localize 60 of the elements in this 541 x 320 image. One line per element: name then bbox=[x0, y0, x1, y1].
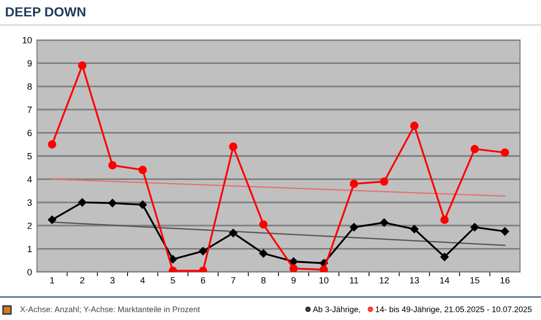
point bbox=[289, 257, 298, 266]
point bbox=[78, 198, 86, 207]
point bbox=[350, 180, 358, 188]
y-tick-label: 5 bbox=[27, 153, 32, 160]
point bbox=[168, 255, 177, 264]
point bbox=[410, 122, 419, 130]
x-tick-label: 8 bbox=[261, 277, 266, 284]
point bbox=[320, 266, 328, 272]
point bbox=[470, 223, 479, 232]
y-tick-label: 8 bbox=[28, 83, 32, 90]
point bbox=[259, 249, 268, 258]
text: X-Achse: Anzahl; Y-Achse: Marktanteile in Prozent bbox=[20, 306, 200, 314]
point bbox=[470, 144, 479, 154]
y-tick-label: 2 bbox=[28, 222, 32, 229]
point bbox=[350, 223, 358, 232]
point bbox=[78, 61, 86, 70]
chart-title: DEEP DOWN bbox=[6, 7, 86, 17]
point bbox=[410, 224, 418, 234]
y-tick-label: 0 bbox=[27, 268, 32, 276]
point bbox=[108, 198, 117, 208]
x-tick-label: 6 bbox=[200, 277, 206, 284]
x-tick-label: 3 bbox=[110, 277, 115, 284]
point bbox=[138, 200, 147, 209]
x-tick-label: 2 bbox=[80, 277, 84, 284]
x-tick-label: 5 bbox=[170, 277, 175, 284]
point bbox=[229, 142, 238, 151]
y-tick-label: 1 bbox=[28, 246, 32, 252]
y-tick-label: 7 bbox=[28, 106, 32, 113]
x-tick-label: 7 bbox=[231, 277, 236, 284]
point bbox=[500, 148, 510, 157]
legend-label: 14- bis 49-Jährige, 21.05.2025 - 10.07.2025 bbox=[376, 306, 532, 314]
x-tick-label: 15 bbox=[470, 277, 480, 284]
point bbox=[48, 216, 56, 224]
point bbox=[138, 166, 147, 174]
legend-label: Ab 3-Jährige, bbox=[312, 306, 360, 314]
point bbox=[380, 218, 388, 227]
y-tick-label: 4 bbox=[27, 176, 32, 182]
x-tick-label: 14 bbox=[440, 277, 450, 284]
point bbox=[440, 252, 449, 262]
point bbox=[108, 161, 117, 170]
x-tick-label: 13 bbox=[410, 277, 419, 284]
x-tick-label: 4 bbox=[140, 277, 145, 284]
point bbox=[198, 246, 208, 256]
x-tick-label: 9 bbox=[292, 277, 296, 284]
point bbox=[440, 216, 449, 224]
y-tick-label: 3 bbox=[27, 199, 32, 206]
point bbox=[229, 228, 238, 238]
y-tick-label: 10 bbox=[22, 36, 32, 44]
y-tick-label: 6 bbox=[28, 130, 32, 136]
x-tick-label: 11 bbox=[350, 277, 358, 284]
x-tick-label: 12 bbox=[380, 277, 389, 284]
point bbox=[289, 264, 298, 272]
point bbox=[259, 220, 268, 229]
x-tick-label: 10 bbox=[319, 277, 328, 284]
y-tick-label: 9 bbox=[28, 60, 32, 67]
point bbox=[380, 177, 388, 186]
x-tick-label: 16 bbox=[500, 277, 510, 284]
point bbox=[48, 140, 56, 149]
point bbox=[500, 227, 510, 236]
x-tick-label: 1 bbox=[50, 277, 54, 284]
